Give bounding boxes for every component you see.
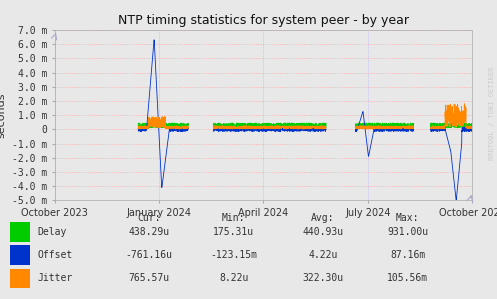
Text: Cur:: Cur: [137, 213, 161, 223]
Text: Delay: Delay [37, 227, 67, 237]
Text: RRDTOOL / TOBI OETIKER: RRDTOOL / TOBI OETIKER [489, 67, 495, 160]
FancyBboxPatch shape [10, 222, 30, 242]
Text: -123.15m: -123.15m [210, 250, 257, 260]
Text: 438.29u: 438.29u [129, 227, 169, 237]
Text: 4.22u: 4.22u [308, 250, 338, 260]
Text: 8.22u: 8.22u [219, 273, 248, 283]
Y-axis label: seconds: seconds [0, 92, 6, 138]
Text: 322.30u: 322.30u [303, 273, 343, 283]
FancyBboxPatch shape [10, 269, 30, 288]
Text: 175.31u: 175.31u [213, 227, 254, 237]
Text: 440.93u: 440.93u [303, 227, 343, 237]
Text: Max:: Max: [396, 213, 419, 223]
FancyBboxPatch shape [10, 245, 30, 265]
Text: 931.00u: 931.00u [387, 227, 428, 237]
Text: 105.56m: 105.56m [387, 273, 428, 283]
Text: Jitter: Jitter [37, 273, 73, 283]
Text: 765.57u: 765.57u [129, 273, 169, 283]
Text: -761.16u: -761.16u [126, 250, 172, 260]
Text: 87.16m: 87.16m [390, 250, 425, 260]
Text: Avg:: Avg: [311, 213, 335, 223]
Title: NTP timing statistics for system peer - by year: NTP timing statistics for system peer - … [118, 14, 409, 27]
Text: Offset: Offset [37, 250, 73, 260]
Text: Min:: Min: [222, 213, 246, 223]
